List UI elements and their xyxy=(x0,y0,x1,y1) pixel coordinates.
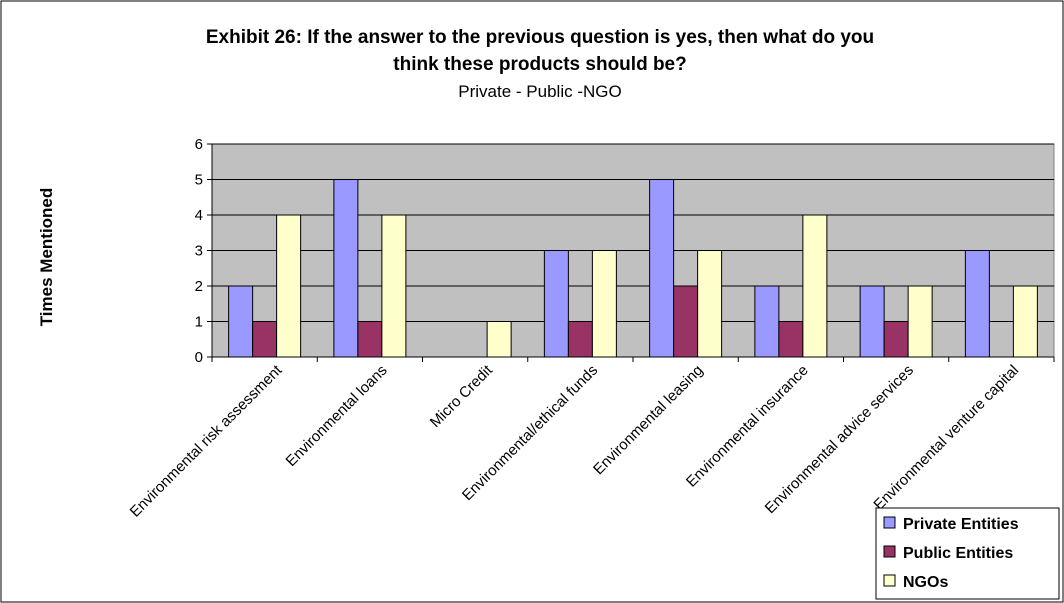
bar-private-entities xyxy=(964,250,990,358)
bar-ngos xyxy=(381,214,407,358)
bar-private-entities xyxy=(543,250,569,358)
bar-public-entities xyxy=(883,321,909,358)
bar-ngos xyxy=(802,214,828,358)
chart-title-line-2: think these products should be? xyxy=(393,54,686,75)
y-tick-label: 5 xyxy=(195,172,203,189)
legend-label-ngos: NGOs xyxy=(903,574,948,591)
bars xyxy=(228,179,1038,358)
bar-ngos xyxy=(697,250,723,358)
y-axis-label: Times Mentioned xyxy=(37,188,56,327)
y-axis: 0 1 2 3 4 5 6 xyxy=(195,136,213,366)
bar-private-entities xyxy=(649,179,675,358)
legend-label-public-entities: Public Entities xyxy=(903,545,1013,562)
bar-ngos xyxy=(1012,285,1038,358)
y-tick-label: 2 xyxy=(195,278,203,295)
bar-public-entities xyxy=(778,321,804,358)
chart-subtitle: Private - Public -NGO xyxy=(458,82,621,101)
bar-public-entities xyxy=(357,321,383,358)
bar-private-entities xyxy=(859,285,885,358)
y-tick-label: 1 xyxy=(195,314,203,331)
legend: Private Entities Public Entities NGOs xyxy=(875,507,1060,600)
bar-public-entities xyxy=(673,285,699,358)
bar-private-entities xyxy=(228,285,254,358)
legend-swatch-ngos xyxy=(883,574,896,587)
chart-title-line-1: Exhibit 26: If the answer to the previou… xyxy=(206,27,874,48)
bar-private-entities xyxy=(333,179,359,358)
bar-ngos xyxy=(486,321,512,358)
y-tick-label: 0 xyxy=(195,349,203,366)
bar-ngos xyxy=(591,250,617,358)
y-tick-label: 3 xyxy=(195,243,203,260)
bar-ngos xyxy=(907,285,933,358)
bar-ngos xyxy=(276,214,302,358)
legend-box xyxy=(875,507,1060,600)
bar-public-entities xyxy=(567,321,593,358)
bar-private-entities xyxy=(754,285,780,358)
legend-label-private-entities: Private Entities xyxy=(903,516,1019,533)
bar-public-entities xyxy=(252,321,278,358)
y-tick-label: 6 xyxy=(195,136,203,153)
legend-swatch-private-entities xyxy=(883,516,896,529)
y-tick-label: 4 xyxy=(195,207,203,224)
legend-swatch-public-entities xyxy=(883,545,896,558)
